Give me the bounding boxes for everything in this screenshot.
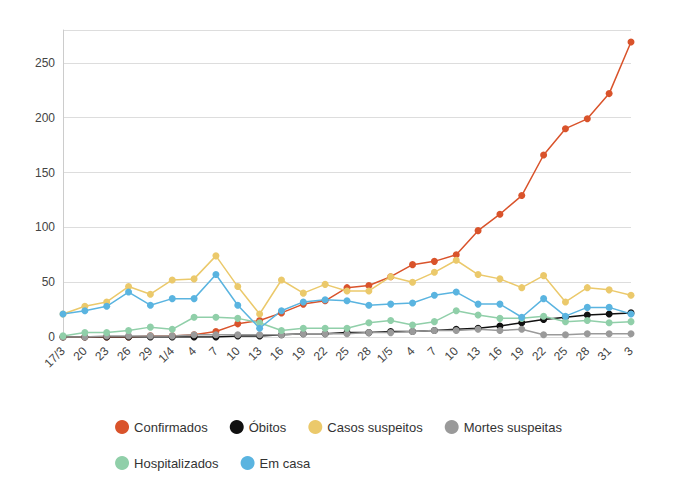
svg-text:31: 31	[595, 344, 615, 364]
svg-text:Óbitos: Óbitos	[249, 420, 287, 435]
svg-text:7: 7	[425, 344, 440, 359]
svg-text:16: 16	[267, 344, 287, 364]
svg-text:25: 25	[551, 344, 571, 364]
svg-text:19: 19	[289, 344, 309, 364]
svg-text:22: 22	[311, 344, 331, 364]
svg-text:28: 28	[573, 344, 593, 364]
svg-text:20: 20	[70, 344, 90, 364]
svg-text:19: 19	[507, 344, 527, 364]
svg-text:50: 50	[42, 275, 56, 289]
svg-text:Casos suspeitos: Casos suspeitos	[327, 420, 423, 435]
svg-text:29: 29	[136, 344, 156, 364]
svg-text:17/3: 17/3	[42, 344, 69, 371]
svg-text:Em casa: Em casa	[260, 456, 311, 471]
svg-text:0: 0	[48, 330, 55, 344]
svg-text:7: 7	[206, 344, 221, 359]
svg-text:3: 3	[621, 344, 636, 359]
svg-text:Confirmados: Confirmados	[134, 420, 208, 435]
svg-text:4: 4	[403, 344, 418, 359]
svg-text:10: 10	[442, 344, 462, 364]
svg-text:28: 28	[354, 344, 374, 364]
svg-text:25: 25	[333, 344, 353, 364]
svg-text:13: 13	[245, 344, 265, 364]
svg-text:Hospitalizados: Hospitalizados	[134, 456, 219, 471]
svg-text:200: 200	[35, 111, 55, 125]
svg-text:10: 10	[223, 344, 243, 364]
svg-text:16: 16	[486, 344, 506, 364]
svg-text:150: 150	[35, 166, 55, 180]
svg-text:1/5: 1/5	[374, 344, 396, 366]
svg-text:4: 4	[184, 344, 199, 359]
svg-text:250: 250	[35, 56, 55, 70]
svg-text:26: 26	[114, 344, 134, 364]
svg-text:23: 23	[92, 344, 112, 364]
svg-text:1/4: 1/4	[155, 344, 177, 366]
svg-text:13: 13	[464, 344, 484, 364]
svg-text:Mortes suspeitas: Mortes suspeitas	[464, 420, 563, 435]
svg-text:22: 22	[529, 344, 549, 364]
svg-text:100: 100	[35, 220, 55, 234]
